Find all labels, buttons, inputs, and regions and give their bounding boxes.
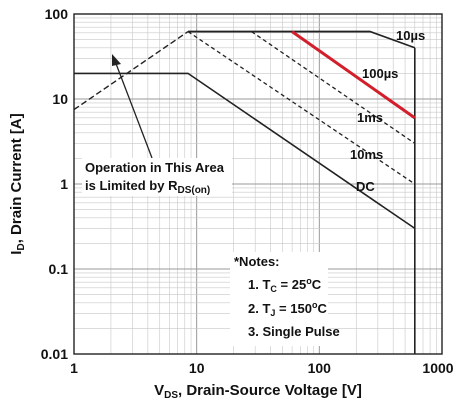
note-2: 2. TJ = 150oC [248, 300, 327, 318]
label-dc: DC [356, 179, 375, 194]
series-line-10ms [187, 31, 416, 185]
annotation-box [82, 158, 232, 196]
x-tick-label: 10 [189, 360, 205, 376]
operation-text-line2: is Limited by RDS(on) [85, 178, 210, 196]
y-tick-label: 100 [45, 6, 69, 22]
series-line-10s [188, 30, 416, 49]
series-line-DC [74, 72, 416, 230]
y-tick-label: 10 [52, 91, 68, 107]
label-10us: 10µs [396, 28, 425, 43]
annotation-arrow-line [114, 60, 153, 159]
label-1ms: 1ms [357, 110, 383, 125]
series-line-100s [291, 30, 416, 120]
plot-frame [73, 13, 443, 355]
series-layer [74, 30, 416, 230]
note-1: 1. TC = 25oC [248, 276, 322, 294]
x-tick-label: 1 [70, 360, 78, 376]
notes-title: *Notes: [234, 254, 280, 269]
notes-box [230, 252, 328, 346]
x-axis-title: VDS, Drain-Source Voltage [V] [154, 382, 362, 401]
operation-text-line1: Operation in This Area [85, 160, 225, 175]
x-tick-label: 1000 [422, 360, 453, 376]
annotation-arrow-head [112, 54, 121, 66]
y-tick-labels: 0.01 0.1 1 10 100 [41, 6, 68, 362]
note-3: 3. Single Pulse [248, 324, 340, 339]
x-tick-label: 100 [308, 360, 332, 376]
y-tick-label: 0.1 [49, 261, 69, 277]
y-axis-title: ID, Drain Current [A] [8, 113, 27, 254]
x-tick-labels: 1 10 100 1000 [70, 360, 454, 376]
y-tick-label: 0.01 [41, 346, 68, 362]
series-line-1ms [251, 31, 416, 144]
label-100us: 100µs [362, 66, 398, 81]
y-tick-label: 1 [60, 176, 68, 192]
rds-on-limit-line [73, 31, 189, 111]
label-10ms: 10ms [350, 147, 383, 162]
